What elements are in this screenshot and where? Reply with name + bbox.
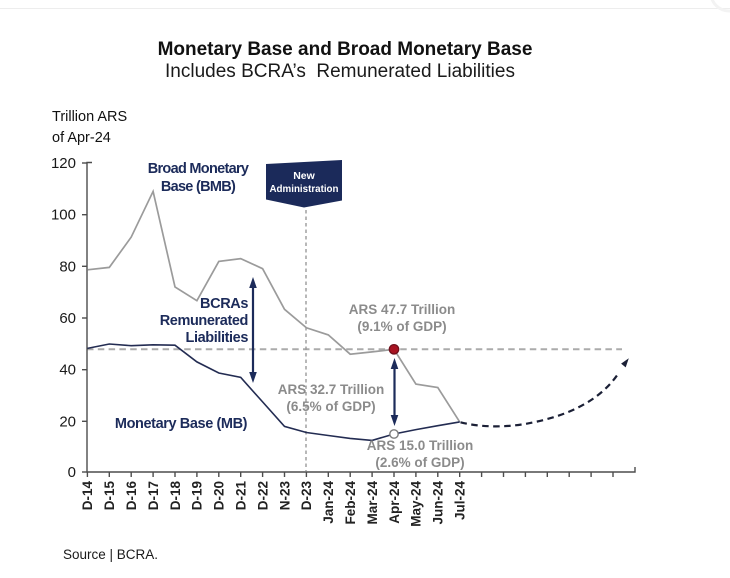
- svg-text:Feb-24: Feb-24: [343, 481, 358, 525]
- svg-text:Jun-24: Jun-24: [431, 481, 446, 525]
- svg-text:D-22: D-22: [255, 481, 270, 510]
- svg-text:D-20: D-20: [212, 481, 227, 510]
- svg-text:N-23: N-23: [277, 481, 292, 511]
- svg-text:Jan-24: Jan-24: [321, 481, 336, 524]
- svg-text:D-15: D-15: [102, 481, 117, 511]
- svg-text:D-16: D-16: [124, 481, 139, 511]
- svg-text:May-24: May-24: [409, 481, 424, 527]
- svg-text:0: 0: [68, 464, 76, 481]
- svg-text:D-18: D-18: [168, 481, 183, 511]
- svg-text:D-19: D-19: [190, 481, 205, 510]
- svg-text:D-23: D-23: [299, 481, 314, 511]
- svg-text:20: 20: [59, 413, 76, 430]
- svg-text:100: 100: [51, 207, 76, 224]
- svg-text:60: 60: [59, 310, 76, 327]
- svg-text:80: 80: [59, 258, 76, 275]
- svg-text:120: 120: [51, 155, 76, 172]
- svg-text:Administration: Administration: [270, 183, 339, 195]
- svg-text:D-17: D-17: [146, 481, 161, 510]
- svg-text:D-14: D-14: [80, 481, 95, 511]
- svg-text:D-21: D-21: [234, 481, 249, 511]
- svg-text:Mar-24: Mar-24: [365, 481, 380, 525]
- svg-text:Jul-24: Jul-24: [453, 481, 468, 521]
- svg-text:Apr-24: Apr-24: [387, 481, 402, 524]
- svg-text:40: 40: [59, 362, 76, 379]
- svg-text:New: New: [293, 170, 315, 182]
